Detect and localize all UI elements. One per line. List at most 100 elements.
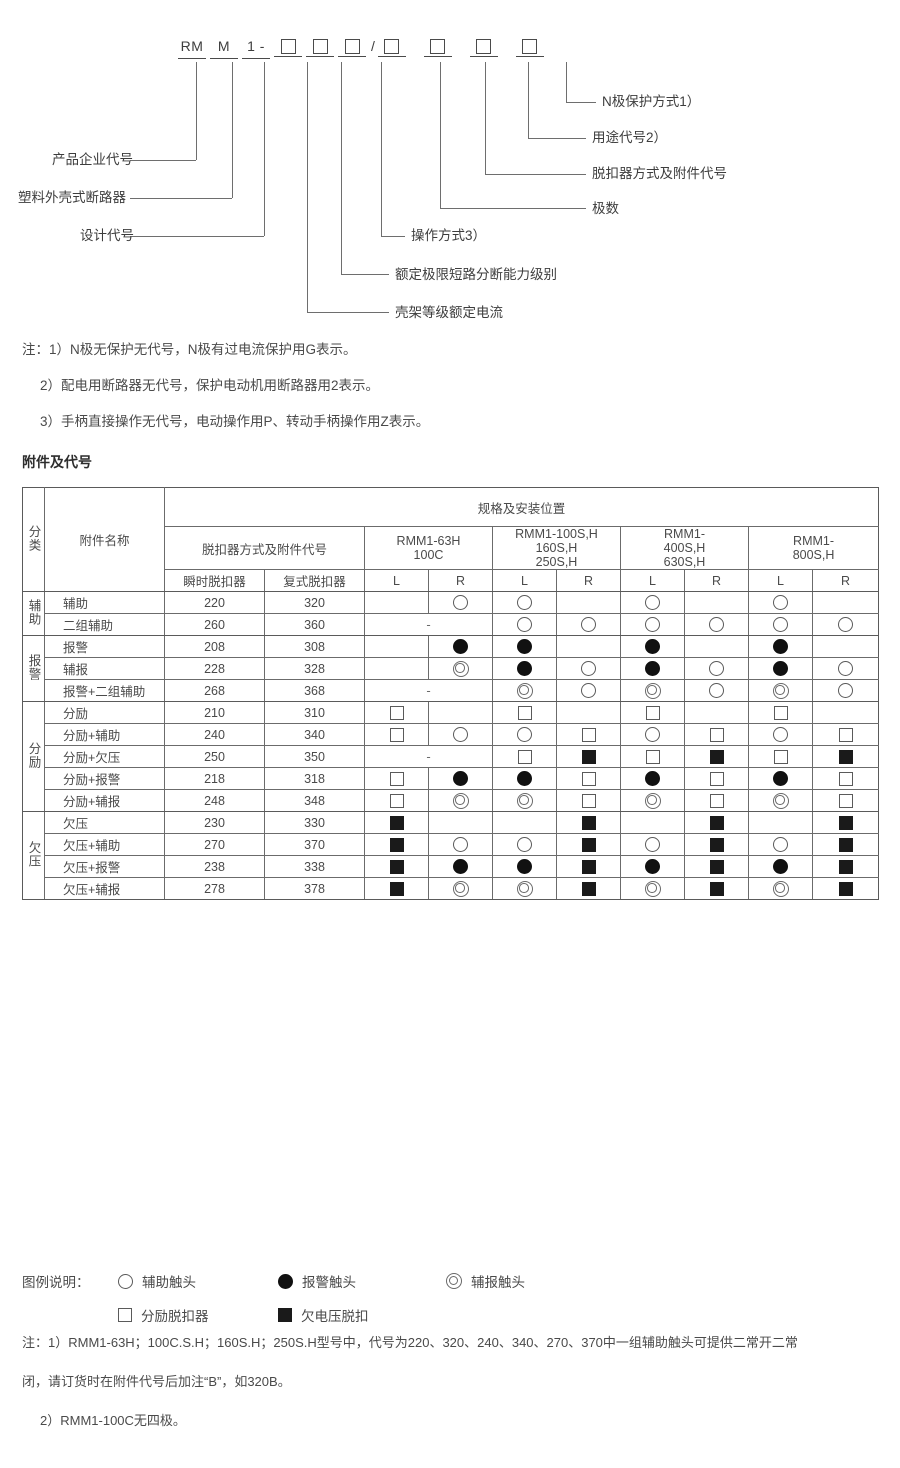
code-segment-box-5	[423, 36, 452, 57]
header-model-cell-2: RMM1- 400S,H 630S,H	[620, 526, 749, 570]
row-group-category-label: 欠压	[26, 840, 41, 868]
symbol-cell	[620, 657, 685, 680]
accessory-name-cell: 欠压+辅助	[44, 833, 165, 856]
symbol-cell	[748, 767, 813, 790]
empty-cell	[811, 701, 880, 724]
symbol-cell	[748, 877, 813, 900]
symbol-cell	[364, 789, 429, 812]
undervoltage-trip-icon	[389, 837, 404, 852]
header-accname-cell: 附件名称	[44, 487, 165, 592]
alarm-contact-icon	[517, 859, 532, 875]
symbol-cell	[556, 723, 621, 746]
symbol-cell	[556, 613, 621, 636]
symbol-cell	[492, 635, 557, 658]
aux-contact-icon	[773, 727, 788, 743]
symbol-cell	[811, 767, 880, 790]
accessory-name-cell: 报警+二组辅助	[44, 679, 165, 702]
shunt-trip-icon	[709, 727, 724, 742]
undervoltage-trip-icon	[389, 859, 404, 874]
alarm-contact-icon	[773, 771, 788, 787]
compound-trip-code-cell: 330	[264, 811, 365, 834]
table-header-row-1: 分类 附件名称 规格及安装位置	[22, 487, 880, 592]
empty-cell	[748, 811, 813, 834]
aux-contact-icon	[517, 617, 532, 633]
symbol-cell	[492, 679, 557, 702]
code-text-m: M	[217, 38, 231, 54]
shunt-trip-icon	[645, 705, 660, 720]
undervoltage-trip-icon	[581, 859, 596, 874]
alarm-contact-icon	[517, 639, 532, 655]
aux-alarm-contact-icon	[446, 1273, 462, 1289]
code-underbar	[178, 58, 206, 59]
legend-title: 图例说明：	[22, 1275, 90, 1290]
leader-line-vertical	[440, 62, 441, 208]
symbol-cell	[556, 657, 621, 680]
symbol-cell	[684, 745, 749, 768]
accessory-name-cell: 分励+辅报	[44, 789, 165, 812]
shunt-trip-icon	[517, 749, 532, 764]
aux-alarm-contact-icon	[644, 880, 661, 897]
aux-alarm-contact-icon	[772, 792, 789, 809]
aux-contact-icon	[709, 683, 724, 699]
aux-alarm-contact-icon	[772, 880, 789, 897]
header-model-line: 400S,H	[663, 541, 706, 555]
symbol-cell	[811, 855, 880, 878]
symbol-cell	[620, 833, 685, 856]
legend-item-label: 分励脱扣器	[141, 1309, 209, 1324]
leader-line-horizontal	[307, 312, 389, 313]
instant-trip-code-cell: 230	[164, 811, 265, 834]
alarm-contact-icon	[645, 771, 660, 787]
row-group-category-label: 辅助	[26, 598, 41, 626]
header-spec-group-cell: 规格及安装位置	[163, 487, 880, 527]
compound-trip-code-cell: 360	[264, 613, 365, 636]
bottom-note-1-line-1: 注：1）RMM1-63H；100C.S.H；160S.H；250S.H型号中，代…	[22, 1335, 798, 1350]
accessory-name-cell: 分励+欠压	[44, 745, 165, 768]
compound-trip-code-cell: 320	[264, 591, 365, 614]
shunt-trip-icon	[773, 749, 788, 764]
table-row: 分励+欠压 250 350 -	[23, 745, 880, 768]
symbol-cell	[748, 723, 813, 746]
aux-contact-icon	[773, 617, 788, 633]
symbol-cell	[748, 635, 813, 658]
symbol-cell	[748, 591, 813, 614]
instant-trip-code-cell: 238	[164, 855, 265, 878]
table-header-row-3: 瞬时脱扣器 复式脱扣器 L R L R L R L R	[23, 569, 880, 592]
not-applicable-cell: -	[364, 679, 493, 702]
symbol-cell	[748, 789, 813, 812]
compound-trip-code-cell: 350	[264, 745, 365, 768]
table-row: 分励+报警 218 318	[23, 767, 880, 790]
symbol-cell	[620, 635, 685, 658]
aux-contact-icon	[453, 595, 468, 611]
code-box-icon	[384, 39, 400, 54]
table-row: 辅报 228 328	[23, 657, 880, 680]
symbol-cell	[811, 723, 880, 746]
header-lr-cell-4: L	[620, 569, 685, 592]
designation-label-right-3: 极数	[592, 201, 619, 216]
aux-contact-icon	[645, 837, 660, 853]
empty-cell	[364, 635, 429, 658]
empty-cell	[556, 591, 621, 614]
designation-label-right-6: 壳架等级额定电流	[395, 305, 503, 320]
undervoltage-trip-icon	[709, 859, 724, 874]
legend-item-alarm-contact: 报警触头	[278, 1271, 446, 1291]
code-segment-slash: /	[370, 36, 376, 56]
table-row: 报警+二组辅助 268 368 -	[23, 679, 880, 702]
code-underbar	[338, 56, 366, 57]
symbol-cell	[428, 635, 493, 658]
alarm-contact-icon	[453, 639, 468, 655]
empty-cell	[811, 591, 880, 614]
symbol-cell	[556, 679, 621, 702]
header-category-label: 分类	[26, 524, 41, 552]
undervoltage-trip-icon	[389, 815, 404, 830]
code-underbar	[242, 58, 270, 59]
symbol-cell	[748, 701, 813, 724]
shunt-trip-icon	[773, 705, 788, 720]
header-model-line: RMM1-	[793, 534, 835, 548]
aux-contact-icon	[581, 617, 596, 633]
symbol-cell	[811, 745, 880, 768]
shunt-trip-icon	[389, 705, 404, 720]
symbol-cell	[620, 745, 685, 768]
row-group-category-label: 报警	[26, 653, 41, 681]
symbol-cell	[811, 657, 880, 680]
row-group-category-cell: 分励	[22, 701, 45, 812]
